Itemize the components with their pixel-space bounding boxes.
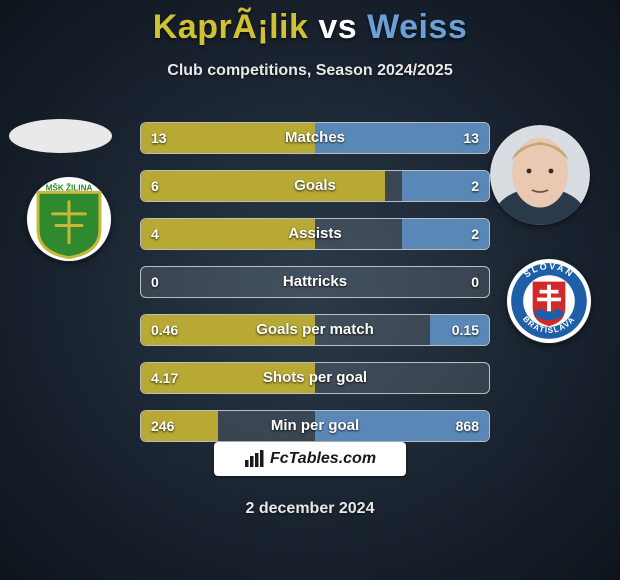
stat-row: 0.460.15Goals per match [140, 314, 490, 346]
stat-row: 4.17Shots per goal [140, 362, 490, 394]
stat-label: Assists [141, 219, 489, 249]
page-title: KaprÃ¡lik vs Weiss [0, 8, 620, 47]
title-part: KaprÃ¡lik [153, 8, 309, 46]
site-logo: FcTables.com [214, 442, 406, 476]
stat-row: 42Assists [140, 218, 490, 250]
stat-label: Matches [141, 123, 489, 153]
title-part: vs [308, 8, 367, 46]
stat-label: Hattricks [141, 267, 489, 297]
date: 2 december 2024 [0, 500, 620, 518]
stat-row: 246868Min per goal [140, 410, 490, 442]
bar-chart-icon [244, 450, 266, 468]
stat-row: 00Hattricks [140, 266, 490, 298]
site-logo-text: FcTables.com [270, 450, 376, 468]
subtitle: Club competitions, Season 2024/2025 [0, 62, 620, 80]
stat-label: Goals [141, 171, 489, 201]
stat-row: 62Goals [140, 170, 490, 202]
stat-label: Shots per goal [141, 363, 489, 393]
title-part: Weiss [367, 8, 467, 46]
svg-text:MŠK ŽILINA: MŠK ŽILINA [46, 182, 93, 193]
stat-label: Min per goal [141, 411, 489, 441]
stat-row: 1313Matches [140, 122, 490, 154]
stats-container: 1313Matches 62Goals 42Assists 00Hattricks 0.… [140, 122, 490, 458]
stat-label: Goals per match [141, 315, 489, 345]
